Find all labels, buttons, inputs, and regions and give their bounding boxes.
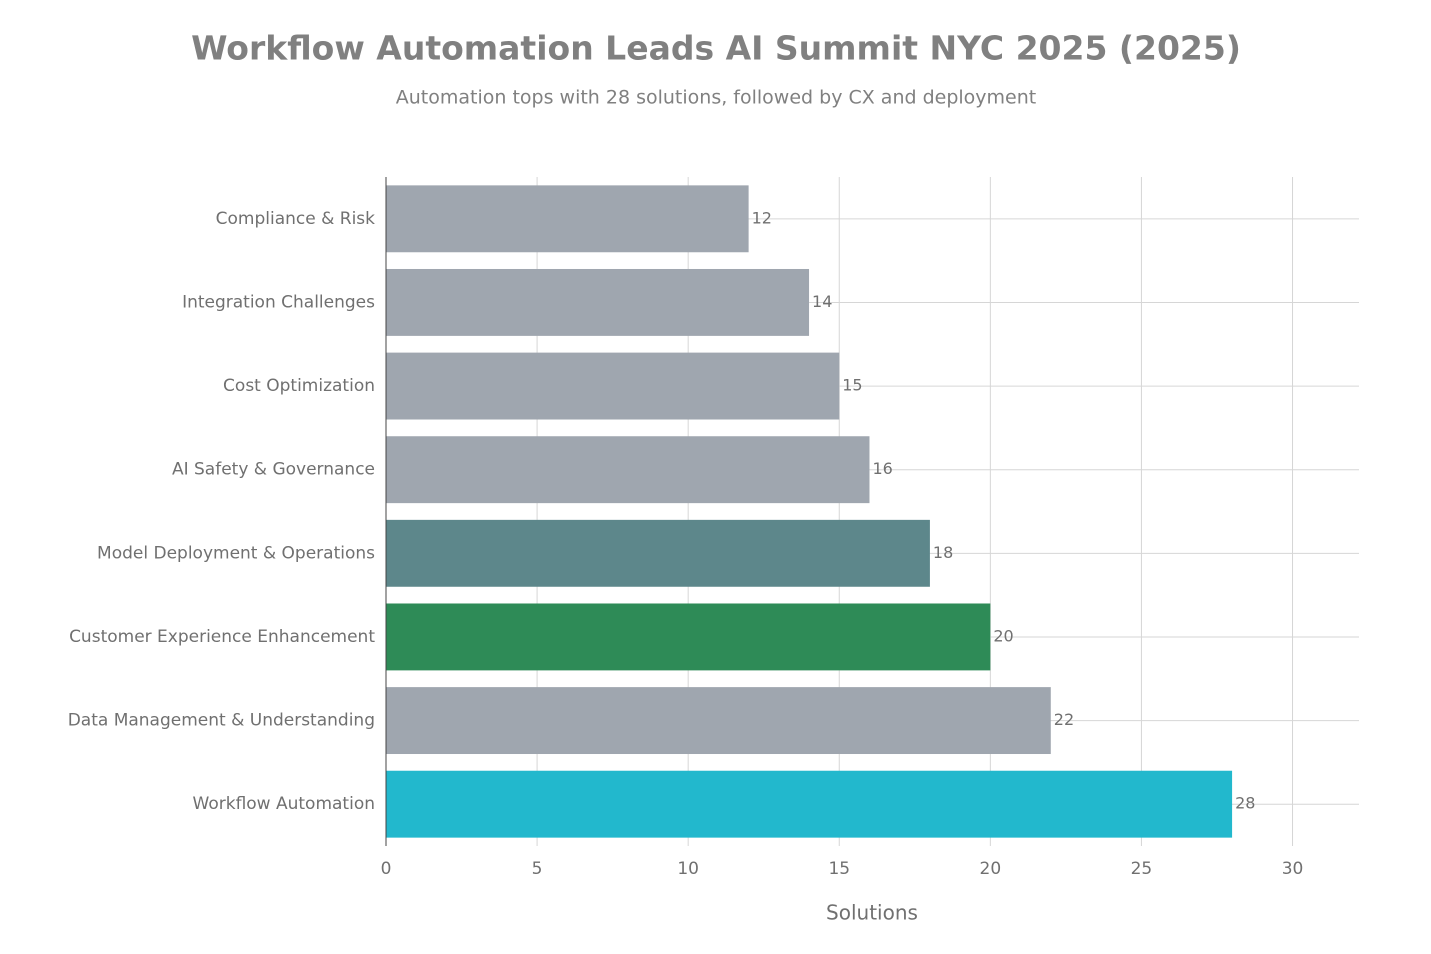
y-tick-label: Workflow Automation: [193, 794, 375, 814]
value-label: 18: [933, 543, 953, 562]
value-label: 22: [1054, 710, 1074, 729]
x-axis-title: Solutions: [826, 901, 918, 925]
x-tick-label: 10: [677, 859, 699, 879]
y-tick-label: Integration Challenges: [182, 292, 375, 312]
y-tick-label: Customer Experience Enhancement: [69, 627, 375, 647]
bar: [386, 185, 749, 253]
bar: [386, 603, 991, 671]
y-tick-label: Cost Optimization: [223, 376, 375, 396]
value-label: 15: [842, 376, 862, 395]
x-tick-label: 0: [381, 859, 392, 879]
x-tick-label: 15: [828, 859, 850, 879]
y-tick-label: Compliance & Risk: [216, 209, 376, 229]
bar: [386, 770, 1233, 838]
value-label: 28: [1235, 794, 1255, 813]
bar: [386, 268, 810, 336]
bar: [386, 436, 870, 504]
chart-title: Workflow Automation Leads AI Summit NYC …: [191, 29, 1241, 68]
chart-subtitle: Automation tops with 28 solutions, follo…: [396, 87, 1036, 109]
bar: [386, 519, 930, 587]
bar: [386, 687, 1051, 755]
value-label: 12: [752, 208, 772, 227]
value-label: 16: [872, 459, 892, 478]
y-tick-label: Model Deployment & Operations: [97, 543, 375, 563]
bar: [386, 352, 840, 420]
value-label: 14: [812, 292, 832, 311]
value-label: 20: [993, 626, 1013, 645]
x-tick-label: 5: [532, 859, 543, 879]
x-tick-label: 20: [980, 859, 1002, 879]
x-tick-label: 30: [1282, 859, 1304, 879]
y-tick-label: Data Management & Understanding: [68, 711, 375, 731]
x-tick-label: 25: [1131, 859, 1153, 879]
y-tick-label: AI Safety & Governance: [172, 460, 375, 480]
